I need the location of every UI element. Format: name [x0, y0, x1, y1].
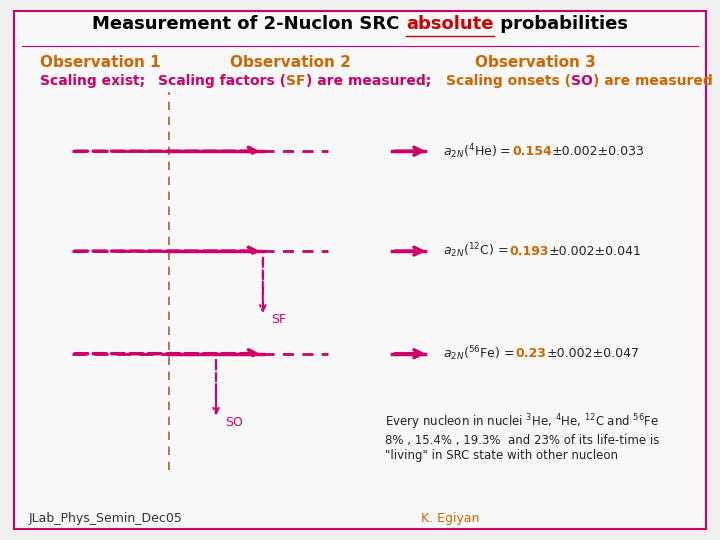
Text: $a_{2N}$($^{12}$C) =: $a_{2N}$($^{12}$C) =	[443, 242, 510, 260]
Text: ) are measured: ) are measured	[593, 74, 713, 88]
Text: 0.23: 0.23	[516, 347, 546, 360]
Text: SF: SF	[271, 313, 287, 326]
Text: SO: SO	[225, 416, 243, 429]
Text: 0.154: 0.154	[512, 145, 552, 158]
Text: ±0.002±0.033: ±0.002±0.033	[552, 145, 645, 158]
Text: K. Egiyan: K. Egiyan	[421, 512, 480, 525]
Text: JLab_Phys_Semin_Dec05: JLab_Phys_Semin_Dec05	[29, 512, 183, 525]
Text: Observation 3: Observation 3	[475, 55, 596, 70]
Text: ±0.002±0.041: ±0.002±0.041	[549, 245, 642, 258]
Text: Observation 2: Observation 2	[230, 55, 351, 70]
Text: Observation 1: Observation 1	[40, 55, 161, 70]
Text: Scaling exist;: Scaling exist;	[40, 74, 145, 88]
Text: 0.193: 0.193	[510, 245, 549, 258]
Text: SO: SO	[572, 74, 593, 88]
Text: $a_{2N}$($^{4}$He) =: $a_{2N}$($^{4}$He) =	[443, 142, 512, 160]
Text: SF: SF	[287, 74, 306, 88]
Text: $a_{2N}$($^{56}$Fe) =: $a_{2N}$($^{56}$Fe) =	[443, 345, 516, 363]
Text: Scaling factors (: Scaling factors (	[158, 74, 287, 88]
Text: Scaling onsets (: Scaling onsets (	[446, 74, 572, 88]
Text: ) are measured;: ) are measured;	[306, 74, 431, 88]
Text: Measurement of 2-Nuclon SRC: Measurement of 2-Nuclon SRC	[92, 15, 406, 33]
Text: Every nucleon in nuclei $^{3}$He, $^{4}$He, $^{12}$C and $^{56}$Fe
8% , 15.4% , : Every nucleon in nuclei $^{3}$He, $^{4}$…	[385, 413, 660, 462]
Text: probabilities: probabilities	[494, 15, 628, 33]
Text: absolute: absolute	[406, 15, 494, 33]
Text: ±0.002±0.047: ±0.002±0.047	[546, 347, 639, 360]
FancyBboxPatch shape	[14, 11, 706, 529]
